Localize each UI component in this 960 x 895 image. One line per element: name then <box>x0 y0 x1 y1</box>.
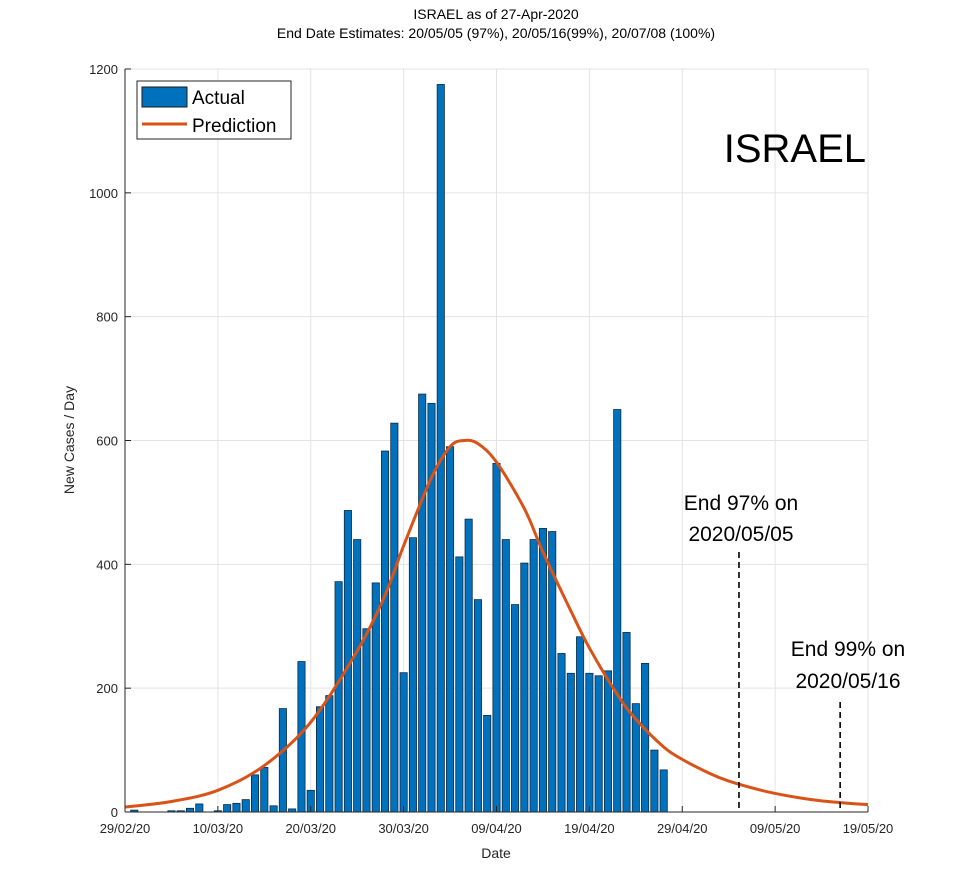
bar <box>576 636 585 813</box>
bar <box>566 672 575 813</box>
legend-swatch-actual <box>141 86 188 108</box>
bar <box>195 803 204 813</box>
axes <box>124 68 869 813</box>
tick-labels: 0 200 400 600 800 1000 1200 29/02/20 10/03/20 20/… <box>89 62 893 836</box>
bar <box>455 556 464 813</box>
y-tick-label: 400 <box>96 557 118 572</box>
bar <box>464 518 473 813</box>
bar <box>585 672 594 813</box>
x-tick-label: 29/02/20 <box>100 821 151 836</box>
bar <box>446 446 455 813</box>
x-tick-label: 09/05/20 <box>750 821 801 836</box>
bar <box>613 409 622 813</box>
bar <box>520 562 529 813</box>
chart-title: ISRAEL as of 27-Apr-2020 <box>413 6 578 22</box>
bar <box>427 402 436 813</box>
y-tick-label: 800 <box>96 310 118 325</box>
bar <box>501 539 510 813</box>
legend-label-prediction: Prediction <box>192 116 277 137</box>
annotation-99-line1: End 99% on <box>791 638 905 661</box>
bar <box>408 537 417 813</box>
bar <box>492 463 501 813</box>
y-tick-label: 1200 <box>89 62 118 77</box>
grid <box>125 68 869 812</box>
bar <box>483 715 492 813</box>
bar <box>260 767 269 813</box>
y-axis-label: New Cases / Day <box>61 386 77 494</box>
bar <box>659 769 668 813</box>
x-tick-label: 20/03/20 <box>285 821 336 836</box>
bar <box>473 599 482 813</box>
bar <box>538 528 547 813</box>
bars-actual <box>130 84 668 813</box>
bar <box>334 581 343 813</box>
country-label: ISRAEL <box>724 127 866 171</box>
bar <box>529 539 538 813</box>
bar <box>622 632 631 813</box>
annotation-97-line1: End 97% on <box>684 492 798 515</box>
bar <box>362 628 371 813</box>
x-tick-label: 29/04/20 <box>657 821 708 836</box>
bar <box>557 653 566 813</box>
bar <box>325 695 334 813</box>
x-tick-label: 19/05/20 <box>843 821 894 836</box>
x-tick-label: 19/04/20 <box>564 821 615 836</box>
annotation-97-line2: 2020/05/05 <box>688 523 793 546</box>
bar <box>381 450 390 813</box>
bar <box>251 774 260 813</box>
y-tick-label: 200 <box>96 681 118 696</box>
bar <box>232 802 241 813</box>
x-tick-label: 09/04/20 <box>471 821 522 836</box>
bar <box>241 799 250 813</box>
x-tick-label: 30/03/20 <box>378 821 429 836</box>
end-date-lines <box>738 552 841 812</box>
bar <box>511 604 520 813</box>
prediction-line <box>124 438 869 809</box>
bar <box>269 805 278 813</box>
x-axis-label: Date <box>481 845 511 861</box>
y-tick-label: 0 <box>111 805 118 820</box>
bar <box>418 393 427 813</box>
bar <box>353 539 362 813</box>
bar <box>399 672 408 813</box>
bar <box>436 84 445 813</box>
bar <box>278 708 287 813</box>
legend: Actual Prediction <box>136 80 292 140</box>
x-tick-label: 10/03/20 <box>193 821 244 836</box>
bar <box>185 807 195 813</box>
bar <box>650 749 659 813</box>
bar <box>316 706 325 813</box>
chart-subtitle: End Date Estimates: 20/05/05 (97%), 20/0… <box>277 25 715 41</box>
y-tick-label: 1000 <box>89 186 118 201</box>
y-tick-label: 600 <box>96 434 118 449</box>
bar <box>594 675 603 813</box>
legend-label-actual: Actual <box>192 88 245 109</box>
bar <box>603 670 612 813</box>
annotation-99-line2: 2020/05/16 <box>795 670 900 693</box>
bar <box>641 663 650 813</box>
bar <box>223 804 232 813</box>
bar <box>390 422 399 813</box>
